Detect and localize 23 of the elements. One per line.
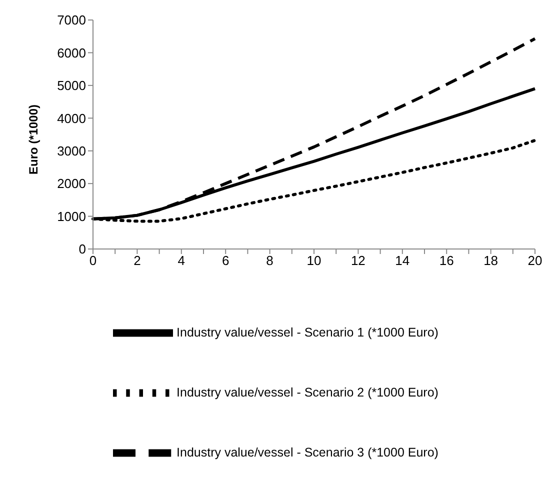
- y-tick-label: 5000: [57, 78, 86, 94]
- x-tick-label: 0: [89, 253, 97, 268]
- y-tick-label: 7000: [57, 12, 86, 28]
- x-tick-label: 4: [178, 253, 186, 268]
- legend-label: Industry value/vessel - Scenario 1 (*1000 Euro): [176, 325, 438, 340]
- x-tick-label: 14: [395, 253, 410, 268]
- x-tick-label: 2: [134, 253, 141, 268]
- y-tick-label: 1000: [57, 208, 86, 224]
- x-tick-label: 16: [439, 253, 454, 268]
- y-tick-label: 6000: [57, 45, 86, 60]
- x-tick-label: 8: [266, 253, 274, 268]
- x-tick-label: 18: [484, 253, 498, 268]
- y-tick-label: 4000: [57, 110, 86, 126]
- x-tick-label: 12: [350, 253, 366, 268]
- y-tick-label: 0: [78, 242, 86, 257]
- legend-label: Industry value/vessel - Scenario 3 (*1000 Euro): [176, 445, 438, 460]
- y-tick-label: 3000: [57, 143, 86, 158]
- x-tick-label: 20: [528, 253, 542, 268]
- x-tick-label: 10: [306, 253, 322, 268]
- y-tick-label: 2000: [57, 176, 86, 192]
- legend-label: Industry value/vessel - Scenario 2 (*1000 Euro): [176, 385, 438, 400]
- y-axis-title: Euro (*1000): [26, 104, 40, 174]
- x-tick-label: 6: [222, 253, 230, 268]
